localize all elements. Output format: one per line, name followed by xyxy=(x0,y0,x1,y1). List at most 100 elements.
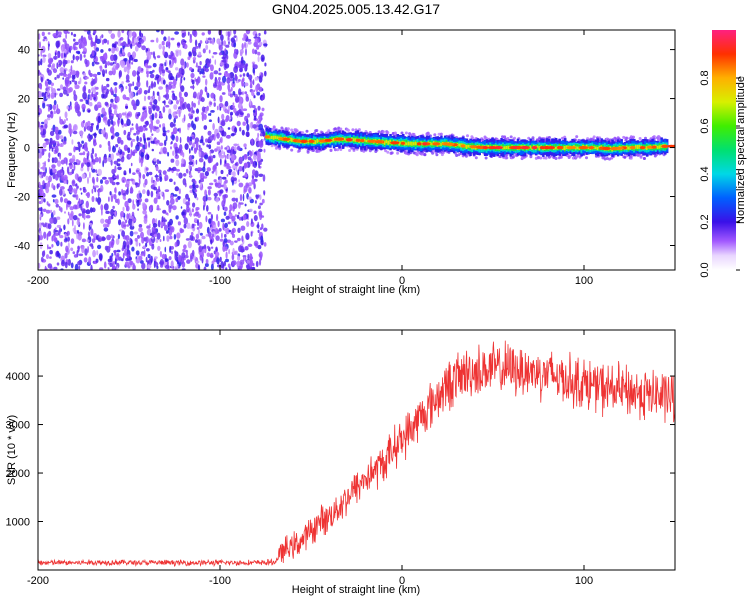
noise-blob xyxy=(233,221,237,227)
noise-blob xyxy=(181,211,185,216)
noise-blob xyxy=(46,232,52,237)
noise-blob xyxy=(88,33,92,41)
noise-blob xyxy=(199,89,203,96)
noise-blob xyxy=(236,120,241,127)
ridge-band xyxy=(598,146,601,149)
noise-blob xyxy=(221,176,227,180)
noise-blob xyxy=(110,158,113,166)
noise-blob xyxy=(217,116,220,124)
noise-blob xyxy=(255,260,259,268)
noise-blob xyxy=(82,120,85,124)
noise-blob xyxy=(219,95,223,103)
noise-blob xyxy=(156,204,160,211)
noise-blob xyxy=(115,96,120,103)
noise-blob xyxy=(226,239,232,243)
noise-blob xyxy=(212,154,216,159)
noise-blob xyxy=(131,51,137,59)
noise-blob xyxy=(51,235,54,242)
noise-blob xyxy=(239,202,244,205)
noise-blob xyxy=(168,113,172,120)
noise-blob xyxy=(136,182,140,188)
noise-blob xyxy=(252,124,257,129)
noise-blob xyxy=(203,244,207,250)
noise-blob xyxy=(225,258,229,263)
noise-blob xyxy=(70,210,74,218)
noise-blob xyxy=(53,110,57,114)
noise-blob xyxy=(115,65,119,70)
noise-blob xyxy=(166,129,170,133)
noise-blob xyxy=(87,120,91,127)
ridge-peak xyxy=(360,139,365,143)
noise-blob xyxy=(147,65,152,69)
noise-blob xyxy=(79,77,82,85)
noise-blob xyxy=(41,31,45,37)
noise-blob xyxy=(238,211,240,215)
noise-blob xyxy=(169,198,175,205)
noise-blob xyxy=(216,79,219,85)
noise-blob xyxy=(78,176,82,183)
noise-blob xyxy=(94,142,97,146)
ridge-halo xyxy=(563,135,567,139)
noise-blob xyxy=(149,71,153,74)
noise-blob xyxy=(139,30,142,37)
noise-blob xyxy=(198,245,203,253)
noise-blob xyxy=(209,101,213,106)
noise-blob xyxy=(54,232,59,236)
noise-blob xyxy=(72,130,78,135)
noise-blob xyxy=(111,214,114,220)
noise-blob xyxy=(146,248,150,252)
noise-blob xyxy=(112,205,115,209)
noise-blob xyxy=(183,244,187,250)
noise-blob xyxy=(234,75,238,81)
noise-blob xyxy=(163,94,167,98)
noise-blob xyxy=(169,121,174,128)
noise-blob xyxy=(183,217,188,225)
noise-blob xyxy=(56,74,60,79)
noise-blob xyxy=(99,267,104,270)
noise-blob xyxy=(118,70,122,78)
noise-blob xyxy=(59,84,64,90)
ridge-halo xyxy=(315,129,319,132)
noise-blob xyxy=(258,115,260,120)
noise-blob xyxy=(179,127,181,134)
noise-blob xyxy=(91,207,96,213)
noise-blob xyxy=(249,151,253,157)
noise-blob xyxy=(149,136,153,142)
noise-blob xyxy=(242,108,248,111)
noise-blob xyxy=(112,123,115,127)
ridge-band xyxy=(354,138,357,142)
noise-blob xyxy=(151,113,155,121)
colorbar-tick-label: 0.4 xyxy=(699,166,711,181)
noise-blob xyxy=(229,266,231,270)
noise-blob xyxy=(188,113,192,117)
ridge-band xyxy=(458,143,460,147)
colorbar-tick-label: 0.2 xyxy=(699,214,711,229)
noise-blob xyxy=(176,42,181,46)
noise-blob xyxy=(89,102,93,107)
noise-blob xyxy=(110,54,115,62)
noise-blob xyxy=(63,180,67,184)
noise-blob xyxy=(198,151,202,158)
noise-blob xyxy=(218,52,222,56)
noise-blob xyxy=(46,117,51,121)
noise-blob xyxy=(88,109,91,113)
ridge-halo xyxy=(585,156,588,160)
noise-blob xyxy=(185,238,191,241)
ridge-halo xyxy=(286,127,290,131)
noise-blob xyxy=(114,59,117,65)
ridge-halo xyxy=(327,129,331,133)
noise-blob xyxy=(233,65,239,74)
ridge-band xyxy=(529,145,531,149)
noise-blob xyxy=(125,105,129,109)
noise-blob xyxy=(194,192,197,199)
noise-blob xyxy=(197,65,202,71)
noise-blob xyxy=(249,267,255,270)
noise-blob xyxy=(38,234,41,242)
noise-blob xyxy=(175,67,179,71)
ridge-band xyxy=(389,139,391,145)
noise-blob xyxy=(136,113,140,117)
noise-blob xyxy=(45,175,49,181)
noise-blob xyxy=(137,234,140,239)
noise-blob xyxy=(149,101,153,106)
noise-blob xyxy=(62,73,68,77)
